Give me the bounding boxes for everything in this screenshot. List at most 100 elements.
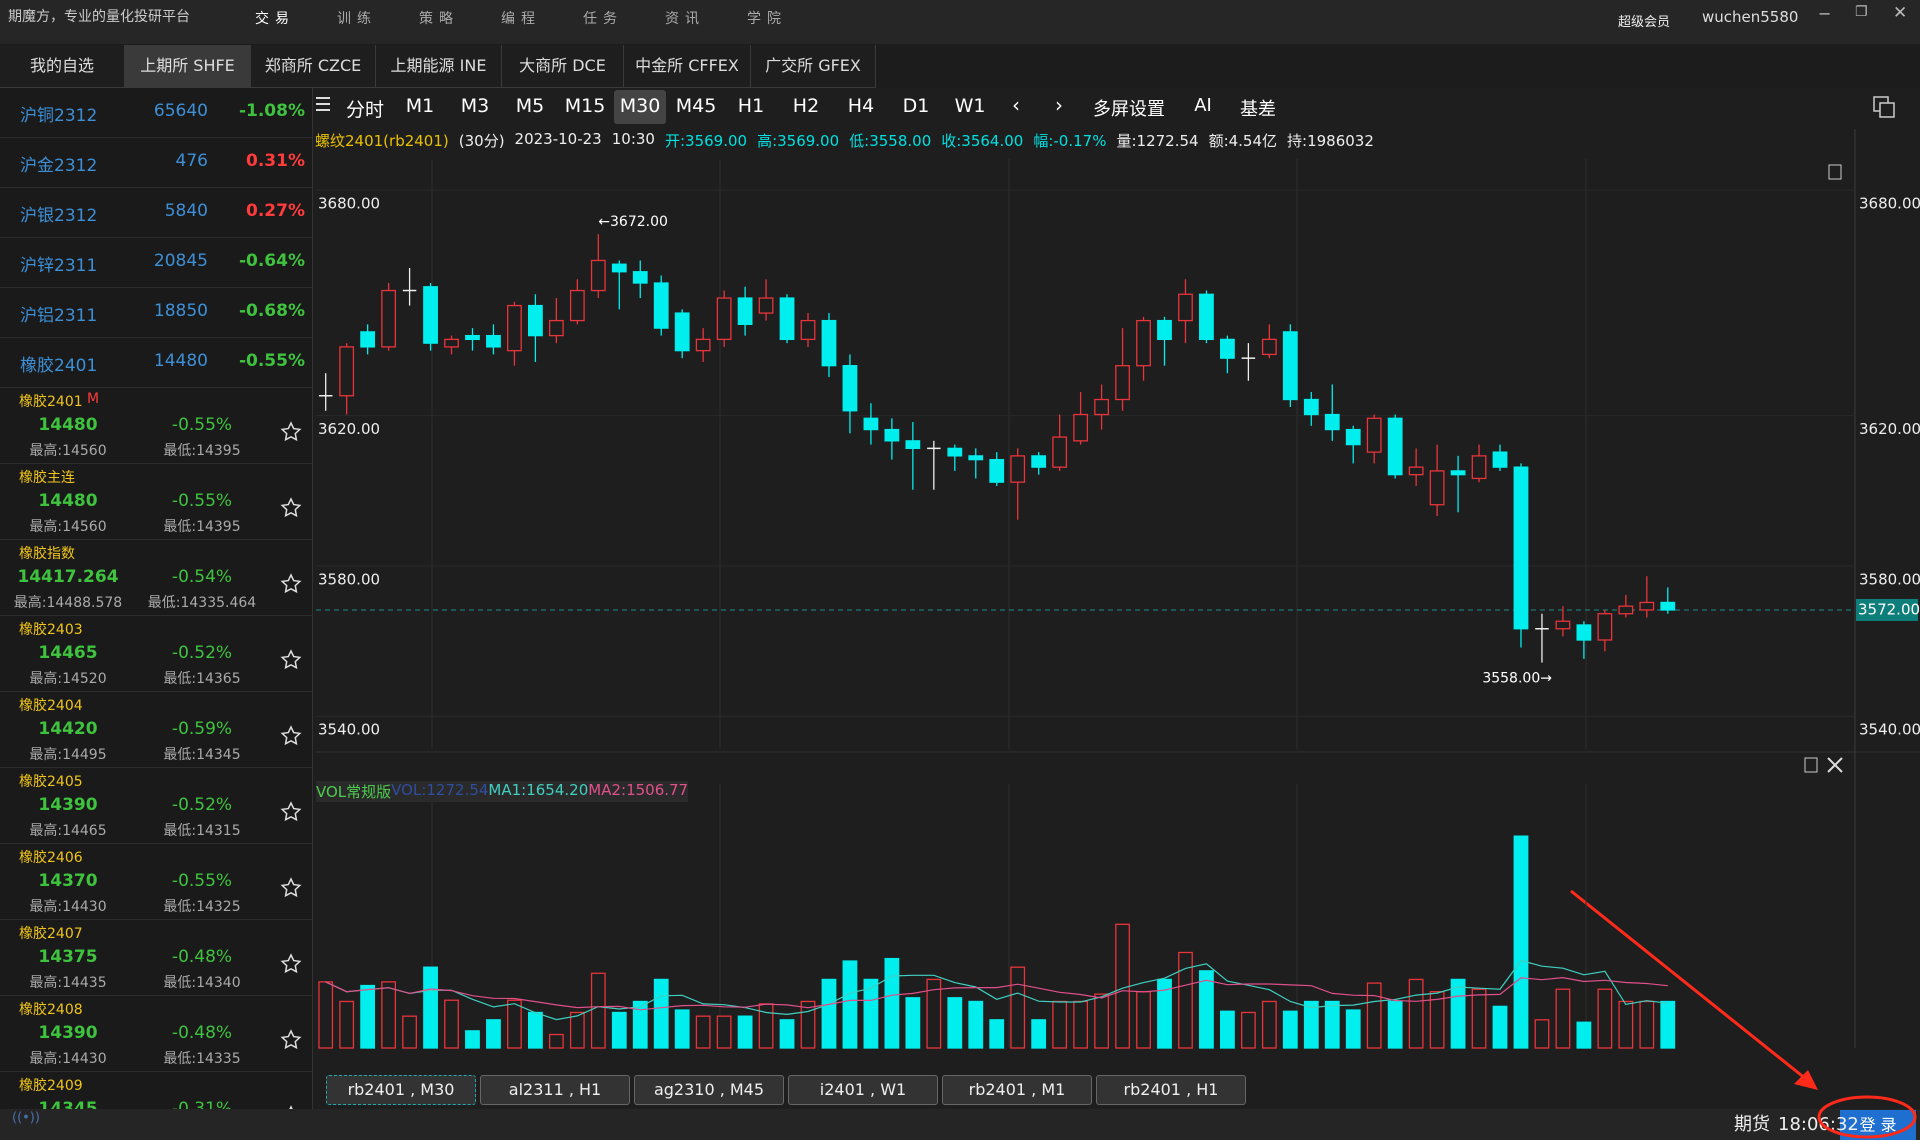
favorite-star[interactable] — [280, 573, 302, 595]
menu-item[interactable]: 交易 — [255, 11, 295, 27]
contract-row[interactable]: 橡胶2401 M 14480 -0.55% 最高:14560 最低:14395 — [0, 388, 312, 464]
candle-body — [381, 289, 397, 348]
minimize[interactable]: − — [1818, 4, 1832, 23]
y-tick-label-right: 3580.00 — [1859, 570, 1920, 588]
contract-row[interactable]: 橡胶2406 14370 -0.55% 最高:14430 最低:14325 — [0, 844, 312, 920]
exchange-tab[interactable]: 我的自选 — [0, 45, 125, 88]
quote-row[interactable]: 沪金2312 476 0.31% — [0, 138, 312, 188]
period-button[interactable]: H1 — [737, 95, 765, 117]
copy-icon[interactable] — [1804, 757, 1818, 773]
contract-row[interactable]: 橡胶2403 14465 -0.52% 最高:14520 最低:14365 — [0, 616, 312, 692]
layout-tab[interactable]: ag2310 , M45 — [634, 1075, 784, 1105]
exchange-tab[interactable]: 大商所 DCE — [502, 45, 624, 88]
y-tick-label: 3620.00 — [318, 420, 380, 438]
menu-item[interactable]: 编程 — [501, 11, 541, 27]
quote-name: 沪铝2311 — [20, 306, 98, 326]
favorite-star[interactable] — [280, 801, 302, 823]
period-button[interactable]: M3 — [460, 95, 490, 117]
candle-body — [695, 338, 711, 352]
exchange-tab[interactable]: 中金所 CFFEX — [624, 45, 751, 88]
quote-change: -0.68% — [238, 301, 305, 321]
quote-row[interactable]: 沪铝2311 18850 -0.68% — [0, 288, 312, 338]
volume-bar — [1618, 1000, 1634, 1049]
user-name[interactable]: wuchen5580 — [1702, 8, 1799, 26]
contract-row[interactable]: 橡胶2408 14390 -0.48% 最高:14430 最低:14335 — [0, 996, 312, 1072]
clock: 18:06:32 — [1778, 1114, 1859, 1135]
nav-prev[interactable]: ‹ — [1012, 93, 1020, 117]
exchange-tab[interactable]: 上期能源 INE — [376, 45, 502, 88]
period-button[interactable]: M45 — [675, 95, 717, 117]
exchange-tab[interactable]: 上期所 SHFE — [125, 45, 251, 88]
candle-body — [968, 455, 984, 461]
contract-row[interactable]: 橡胶指数 14417.264 -0.54% 最高:14488.578 最低:14335.… — [0, 540, 312, 616]
period-button[interactable]: D1 — [902, 95, 930, 117]
layout-tab[interactable]: i2401 , W1 — [788, 1075, 938, 1105]
volume-bar — [989, 1019, 1005, 1049]
menu-item[interactable]: 任务 — [583, 11, 623, 27]
period-button[interactable]: M30 — [619, 95, 661, 117]
layout-tab[interactable]: rb2401 , M30 — [326, 1075, 476, 1105]
quote-row[interactable]: 沪银2312 5840 0.27% — [0, 188, 312, 238]
layout-tab[interactable]: rb2401 , M1 — [942, 1075, 1092, 1105]
volume-bar — [1639, 1000, 1655, 1049]
candle-body — [1094, 398, 1109, 416]
favorite-star[interactable] — [280, 497, 302, 519]
menu-item[interactable]: 训练 — [337, 11, 377, 27]
date: 2023-10-23 — [514, 130, 602, 148]
favorite-star[interactable] — [280, 649, 302, 671]
candle-body — [1220, 338, 1235, 359]
period-button[interactable]: M15 — [564, 95, 606, 117]
menu-icon[interactable] — [316, 97, 330, 111]
time: 10:30 — [611, 130, 655, 148]
period-button[interactable]: 分时 — [345, 99, 385, 121]
candle-body — [1261, 338, 1277, 356]
contract-row[interactable]: 橡胶2405 14390 -0.52% 最高:14465 最低:14315 — [0, 768, 312, 844]
contract-row[interactable]: 橡胶2404 14420 -0.59% 最高:14495 最低:14345 — [0, 692, 312, 768]
copy-icon[interactable] — [1828, 164, 1842, 180]
favorite-star[interactable] — [280, 421, 302, 443]
favorite-star[interactable] — [280, 953, 302, 975]
period-button[interactable]: M1 — [405, 95, 435, 117]
candle-body — [947, 447, 963, 457]
contract-row[interactable]: 橡胶主连 14480 -0.55% 最高:14560 最低:14395 — [0, 464, 312, 540]
menu-item[interactable]: 学院 — [747, 11, 787, 27]
quote-row[interactable]: 橡胶2401 14480 -0.55% — [0, 338, 312, 388]
exchange-tab[interactable]: 郑商所 CZCE — [251, 45, 376, 88]
favorite-star[interactable] — [280, 1029, 302, 1051]
layout-tab[interactable]: rb2401 , H1 — [1096, 1075, 1246, 1105]
y-tick-label: 3540.00 — [318, 721, 380, 739]
contract-low: 最低:14340 — [163, 975, 241, 991]
menu-item[interactable]: 策略 — [419, 11, 459, 27]
volume-bar — [1450, 978, 1466, 1049]
period-button[interactable]: M5 — [515, 95, 545, 117]
contract-name: 橡胶2406 — [19, 850, 83, 866]
contract-change: -0.48% — [171, 1023, 233, 1043]
period-button[interactable]: H4 — [847, 95, 875, 117]
favorite-star[interactable] — [280, 877, 302, 899]
toolbar-button[interactable]: 基差 — [1240, 99, 1276, 120]
login-label[interactable]: 登 录 — [1859, 1116, 1896, 1135]
quote-row[interactable]: 沪锌2311 20845 -0.64% — [0, 238, 312, 288]
contract-high: 最高:14495 — [29, 747, 107, 763]
period-button[interactable]: H2 — [792, 95, 820, 117]
contract-row[interactable]: 橡胶2407 14375 -0.48% 最高:14435 最低:14340 — [0, 920, 312, 996]
candle-body — [1513, 466, 1529, 630]
candle-body — [1136, 319, 1151, 367]
nav-next[interactable]: › — [1055, 93, 1063, 117]
maximize[interactable]: ❐ — [1855, 4, 1868, 20]
period-button[interactable]: W1 — [954, 95, 986, 117]
favorite-star[interactable] — [280, 725, 302, 747]
toolbar-button[interactable]: AI — [1194, 95, 1212, 116]
period-active-bg — [614, 90, 666, 124]
quote-row[interactable]: 沪铜2312 65640 -1.08% — [0, 88, 312, 138]
layout-icon[interactable] — [1879, 102, 1895, 118]
close[interactable]: ✕ — [1893, 3, 1908, 23]
toolbar-button[interactable]: 多屏设置 — [1093, 99, 1165, 120]
exchange-tab[interactable]: 广交所 GFEX — [751, 45, 876, 88]
close-panel[interactable] — [1827, 757, 1843, 773]
volume-bar — [1408, 978, 1424, 1049]
contract-price: 14417.264 — [17, 567, 119, 587]
menu-item[interactable]: 资讯 — [665, 11, 705, 27]
layout-tab[interactable]: al2311 , H1 — [480, 1075, 630, 1105]
contract-row[interactable]: 橡胶2409 14345 -0.31% — [0, 1072, 312, 1109]
